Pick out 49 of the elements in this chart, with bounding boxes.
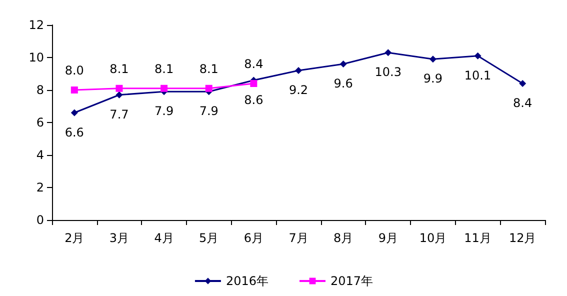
y-tick-label: 10 — [28, 50, 44, 64]
x-tick-label: 12月 — [508, 231, 536, 245]
point — [384, 49, 392, 56]
x-tick-label: 2月 — [64, 231, 84, 245]
legend-label: 2017年 — [330, 274, 374, 288]
data-label: 9.6 — [334, 76, 353, 90]
data-label: 7.9 — [154, 104, 174, 118]
data-label: 8.1 — [199, 62, 218, 76]
data-label: 8.6 — [244, 92, 264, 107]
data-label: 8.4 — [244, 57, 264, 71]
data-label: 7.9 — [199, 104, 218, 118]
y-tick-label: 8 — [36, 83, 44, 97]
point — [340, 60, 347, 68]
data-label: 10.1 — [464, 68, 492, 82]
x-tick-label: 5月 — [199, 231, 219, 245]
x-tick-label: 7月 — [288, 231, 308, 245]
y-tick-label: 4 — [36, 148, 44, 162]
x-tick-label: 4月 — [154, 231, 174, 245]
legend-label: 2016年 — [226, 274, 269, 288]
point — [474, 52, 482, 60]
point — [70, 109, 78, 116]
x-tick-label: 6月 — [244, 231, 264, 245]
y-tick-label: 6 — [36, 116, 44, 130]
point — [205, 84, 212, 92]
data-label: 7.7 — [110, 107, 129, 122]
y-tick-label: 12 — [28, 18, 44, 32]
y-tick-label: 2 — [36, 180, 44, 194]
data-label: 8.1 — [110, 62, 129, 76]
point — [250, 80, 258, 87]
data-label: 9.2 — [288, 83, 308, 97]
x-tick-label: 8月 — [334, 231, 354, 245]
data-label: 8.4 — [513, 96, 532, 110]
point — [116, 91, 123, 98]
point — [70, 86, 78, 94]
data-label: 8.0 — [64, 64, 84, 78]
data-label: 10.3 — [374, 65, 402, 80]
point — [519, 80, 526, 87]
data-label: 8.1 — [154, 62, 174, 76]
x-tick-label: 3月 — [109, 231, 130, 245]
point — [429, 56, 436, 63]
x-tick-label: 11月 — [464, 231, 492, 245]
y-tick-label: 0 — [36, 213, 44, 227]
point — [116, 84, 123, 92]
x-tick-label: 9月 — [378, 231, 398, 245]
point — [295, 67, 302, 74]
data-label: 9.9 — [423, 72, 442, 86]
data-label: 6.6 — [64, 125, 84, 140]
x-tick-label: 10月 — [419, 231, 447, 245]
point — [160, 84, 168, 92]
